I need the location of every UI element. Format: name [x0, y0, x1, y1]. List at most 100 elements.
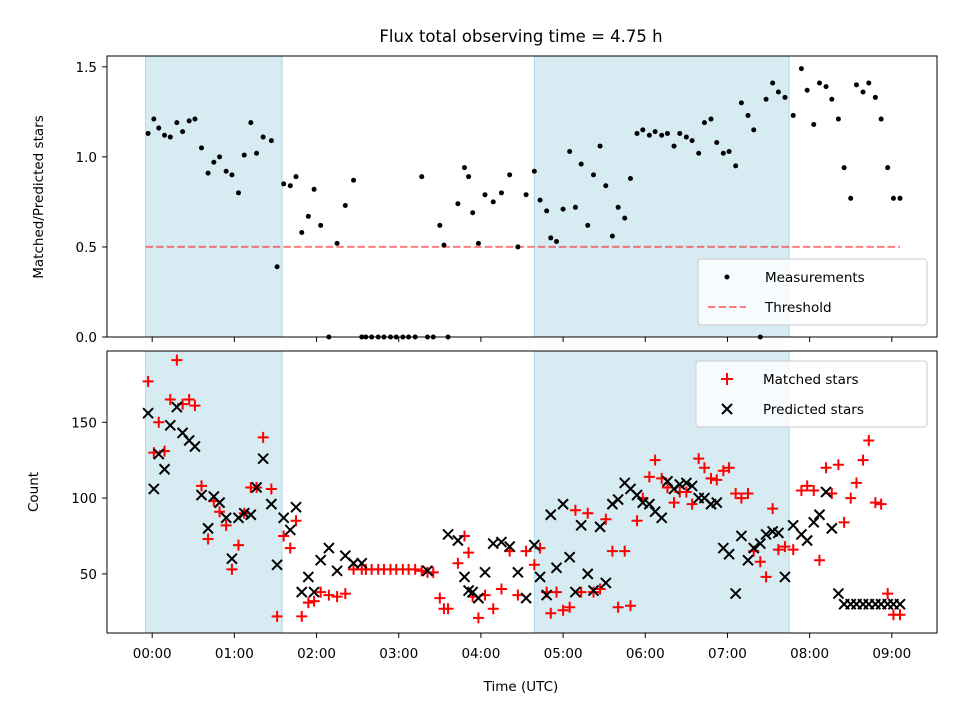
matched-star-marker — [220, 519, 232, 531]
measurement-point — [419, 174, 425, 180]
matched-star-marker — [189, 400, 201, 412]
predicted-star-marker — [655, 512, 668, 524]
matched-star-marker — [164, 394, 176, 406]
predicted-star-marker — [495, 536, 508, 548]
measurement-point — [745, 112, 751, 118]
measurement-point — [490, 199, 496, 205]
measurement-point — [544, 208, 550, 214]
measurement-point — [567, 148, 573, 154]
x-axis-label: Time (UTC) — [483, 679, 559, 695]
measurement-point — [677, 130, 683, 136]
matched-star-marker — [820, 462, 832, 474]
matched-star-marker — [463, 547, 475, 559]
predicted-star-marker — [158, 463, 171, 475]
matched-stars-points — [142, 354, 906, 624]
measurement-point — [738, 100, 744, 106]
predicted-star-marker — [296, 586, 308, 598]
top-shaded-intervals — [145, 55, 790, 338]
legend-measurements-label: Measurements — [765, 270, 865, 286]
matched-star-marker — [698, 462, 710, 474]
matched-star-marker — [528, 559, 540, 571]
measurement-point — [640, 127, 646, 133]
legend-measurements-marker — [724, 274, 730, 280]
matched-star-marker — [894, 609, 906, 621]
legend-predicted-label: Predicted stars — [763, 402, 864, 418]
matched-star-marker — [196, 480, 208, 492]
top-y-tick-label: 1.5 — [76, 60, 97, 76]
measurement-point — [683, 134, 689, 140]
matched-star-marker — [487, 603, 499, 615]
measurement-point — [733, 163, 739, 169]
top-y-tick-label: 1.0 — [76, 150, 97, 166]
matched-star-marker — [787, 544, 799, 556]
measurement-point — [281, 181, 287, 187]
measurement-point — [775, 89, 781, 95]
measurement-point — [701, 120, 707, 126]
measurement-point — [482, 192, 488, 198]
bottom-legend: Matched stars Predicted stars — [695, 360, 928, 428]
bottom-axes-frame — [106, 350, 938, 634]
measurement-point — [441, 242, 447, 248]
measurement-point — [603, 183, 609, 189]
measurement-point — [268, 138, 274, 144]
matched-star-marker — [551, 586, 563, 598]
predicted-star-marker — [250, 481, 263, 494]
measurement-point — [890, 195, 896, 201]
measurement-point — [560, 206, 566, 212]
predicted-star-marker — [557, 498, 569, 510]
x-tick-label: 09:00 — [872, 646, 911, 662]
matched-star-marker — [801, 480, 813, 492]
predicted-star-marker — [452, 534, 464, 547]
measurement-point — [223, 168, 229, 174]
predicted-star-marker — [569, 586, 582, 598]
predicted-star-marker — [520, 592, 532, 604]
predicted-star-marker — [308, 586, 320, 598]
matched-star-marker — [850, 477, 862, 489]
predicted-star-marker — [779, 571, 791, 583]
bottom-shade-0 — [145, 350, 283, 634]
measurement-point — [156, 125, 162, 131]
predicted-star-marker — [512, 566, 524, 579]
predicted-star-marker — [686, 480, 698, 492]
predicted-star-marker — [711, 496, 723, 509]
measurement-point — [720, 150, 726, 156]
matched-star-marker — [171, 354, 183, 366]
matched-star-marker — [735, 492, 747, 504]
bottom-y-axis-label: Count — [26, 472, 42, 512]
measurement-point — [167, 134, 173, 140]
legend-matched-marker — [721, 373, 733, 385]
measurement-point — [293, 174, 299, 180]
predicted-star-marker — [680, 477, 693, 489]
measurement-point — [714, 139, 720, 145]
matched-star-marker — [772, 544, 784, 556]
matched-star-marker — [711, 474, 723, 486]
matched-star-marker — [723, 462, 735, 474]
predicted-star-marker — [674, 478, 686, 491]
measurement-point — [816, 80, 822, 86]
matched-star-marker — [845, 492, 857, 504]
predicted-star-marker — [832, 587, 845, 600]
x-tick-label: 05:00 — [544, 646, 583, 662]
measurement-point — [659, 132, 665, 138]
predicted-star-marker — [528, 539, 541, 551]
predicted-star-marker — [226, 553, 238, 565]
measurement-point — [186, 118, 192, 124]
matched-star-marker — [680, 486, 692, 498]
measurement-point — [235, 190, 241, 196]
predicted-star-marker — [503, 540, 516, 553]
predicted-star-marker — [442, 528, 454, 541]
measurement-point — [897, 195, 903, 201]
predicted-star-marker — [220, 512, 232, 524]
measurement-point — [199, 145, 205, 151]
predicted-star-marker — [787, 519, 799, 532]
matched-star-marker — [545, 607, 557, 619]
measurement-point — [475, 240, 481, 246]
matched-star-marker — [226, 563, 238, 575]
measurement-point — [537, 197, 543, 203]
matched-star-marker — [265, 483, 277, 495]
legend-matched-label: Matched stars — [763, 372, 859, 388]
measurement-point — [260, 134, 266, 140]
predicted-star-marker — [458, 571, 471, 583]
matched-star-marker — [742, 488, 754, 500]
legend-predicted-marker — [721, 403, 733, 415]
